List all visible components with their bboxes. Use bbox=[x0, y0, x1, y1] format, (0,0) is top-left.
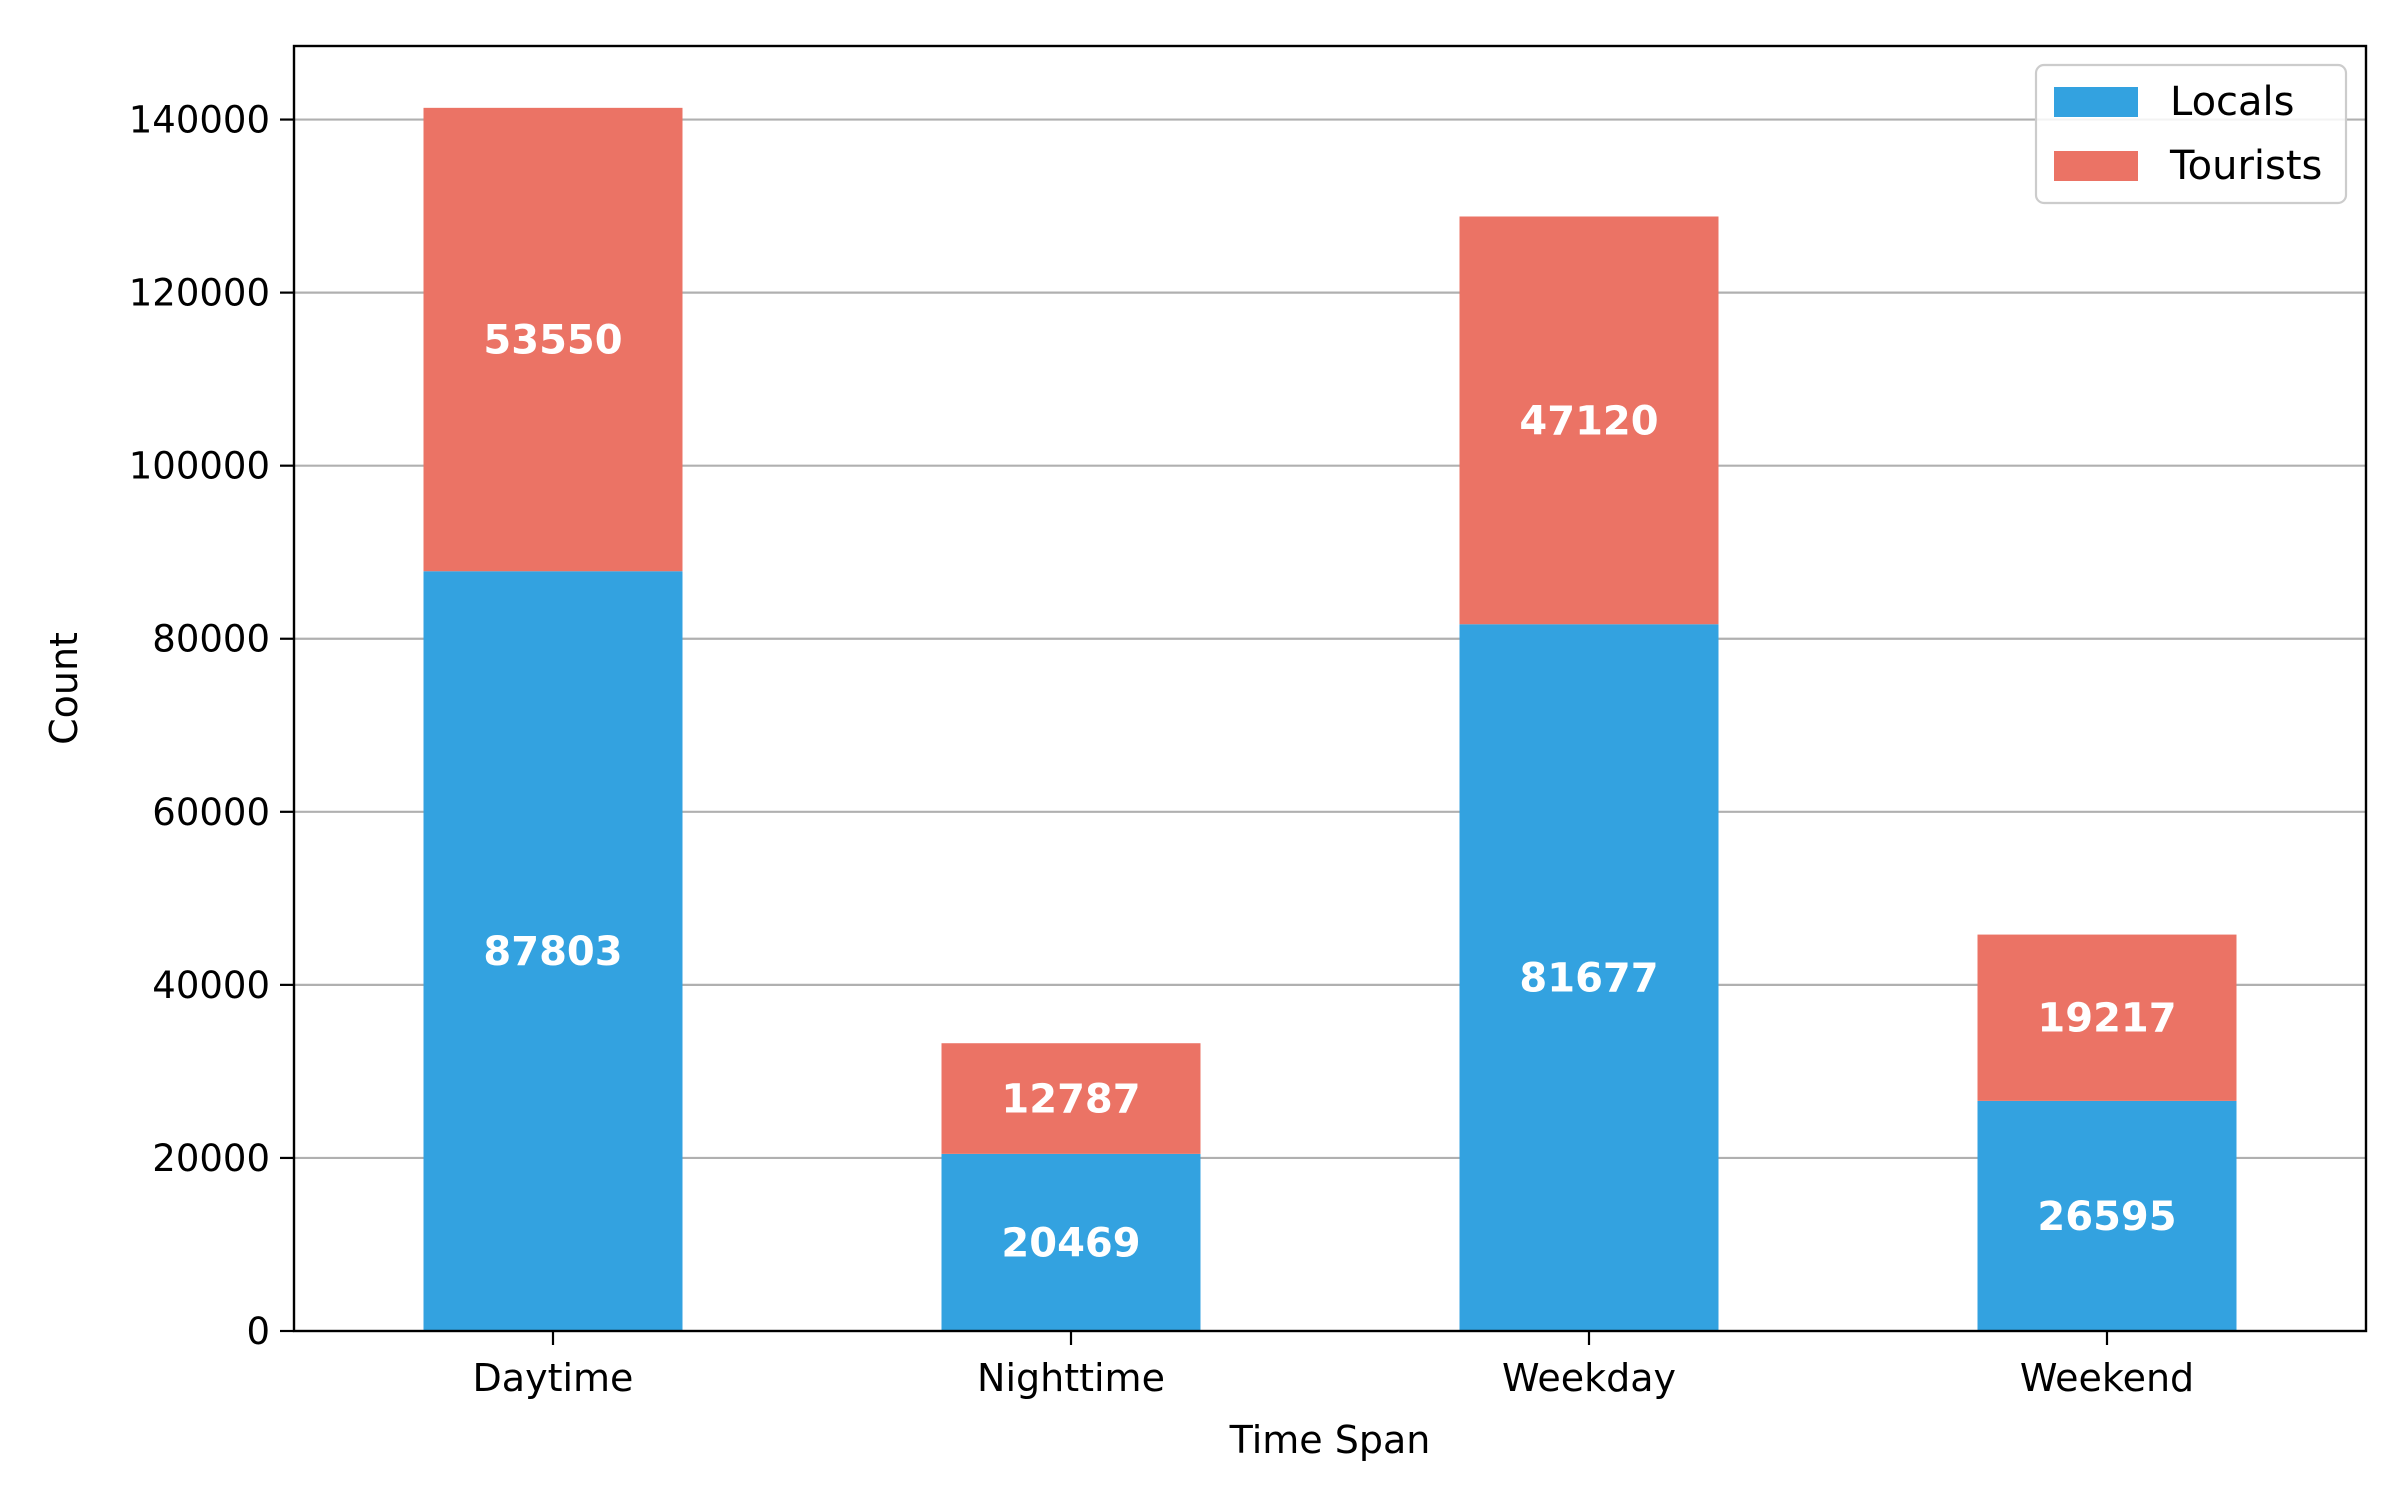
bar-tourists-weekday bbox=[1459, 216, 1719, 625]
data-label: 12787 bbox=[1001, 1077, 1140, 1123]
bar-locals-daytime bbox=[423, 571, 683, 1331]
y-tick-label: 0 bbox=[246, 1310, 270, 1353]
x-axis: Daytime Nighttime Weekday Weekend bbox=[473, 1331, 2194, 1400]
x-tick-label: Daytime bbox=[473, 1356, 634, 1400]
legend-swatch-locals bbox=[2054, 87, 2138, 117]
bar-locals-weekend bbox=[1977, 1100, 2237, 1331]
y-tick-label: 140000 bbox=[129, 99, 270, 142]
legend-swatch-tourists bbox=[2054, 151, 2138, 181]
data-label: 20469 bbox=[1001, 1220, 1140, 1266]
y-tick-label: 100000 bbox=[129, 445, 270, 488]
x-tick-label: Weekday bbox=[1502, 1356, 1676, 1400]
data-label: 53550 bbox=[483, 318, 622, 364]
bar-tourists-weekend bbox=[1977, 934, 2237, 1101]
bar-tourists-nighttime bbox=[941, 1043, 1201, 1154]
y-axis-label: Count bbox=[42, 632, 86, 745]
x-tick-label: Nighttime bbox=[977, 1356, 1165, 1400]
x-axis-label: Time Span bbox=[1229, 1418, 1431, 1462]
y-tick-label: 120000 bbox=[129, 272, 270, 315]
bar-locals-weekday bbox=[1459, 624, 1719, 1331]
legend-label-locals: Locals bbox=[2170, 79, 2295, 125]
legend-label-tourists: Tourists bbox=[2169, 143, 2322, 189]
y-tick-label: 20000 bbox=[152, 1137, 270, 1180]
y-tick-label: 40000 bbox=[152, 964, 270, 1007]
data-label: 47120 bbox=[1519, 398, 1658, 444]
plot-frame bbox=[292, 44, 2368, 1333]
data-label: 81677 bbox=[1519, 956, 1658, 1002]
data-label: 26595 bbox=[2037, 1194, 2176, 1240]
y-axis: 0 20000 40000 60000 80000 100000 120000 140000 bbox=[129, 99, 294, 1353]
data-labels: 87803 53550 20469 12787 81677 47120 26595 19217 bbox=[483, 318, 2176, 1267]
bars bbox=[423, 107, 2237, 1331]
y-tick-label: 80000 bbox=[152, 618, 270, 661]
bar-tourists-daytime bbox=[423, 107, 683, 572]
data-label: 19217 bbox=[2037, 996, 2176, 1042]
bar-locals-nighttime bbox=[941, 1153, 1201, 1331]
y-tick-label: 60000 bbox=[152, 791, 270, 834]
legend: Locals Tourists bbox=[2034, 63, 2348, 205]
x-tick-label: Weekend bbox=[2020, 1356, 2194, 1400]
data-label: 87803 bbox=[483, 929, 622, 975]
